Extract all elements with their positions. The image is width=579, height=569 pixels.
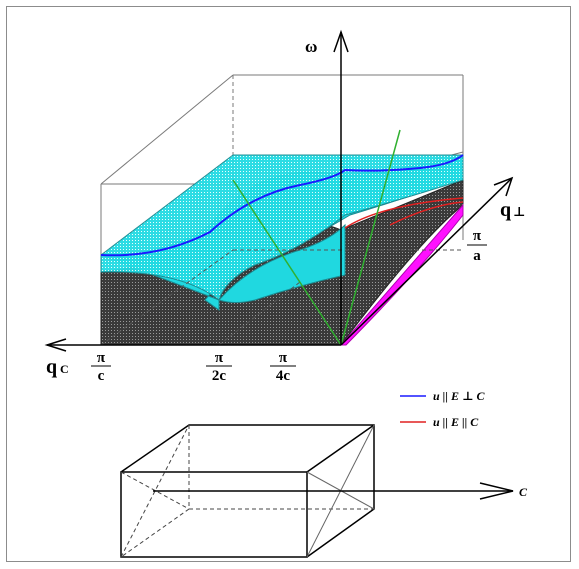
legend-item-red: u || E || C — [400, 415, 479, 429]
svg-text:4c: 4c — [276, 368, 291, 384]
svg-text:a: a — [473, 248, 481, 264]
c-axis-arrow — [153, 483, 513, 499]
qc-label-sub: C — [60, 362, 69, 376]
tick-pi-over-4c: π 4c — [270, 350, 296, 384]
svg-text:u || E || C: u || E || C — [433, 415, 479, 429]
legend: u || E ⊥ C u || E || C — [400, 389, 485, 429]
svg-text:2c: 2c — [212, 368, 227, 384]
tick-pi-over-c: π c — [91, 350, 111, 384]
svg-text:c: c — [98, 368, 105, 384]
svg-text:π: π — [473, 228, 482, 244]
qperp-label-main: q — [500, 199, 511, 221]
legend-item-blue: u || E ⊥ C — [400, 389, 485, 403]
omega-label: ω — [305, 37, 317, 56]
qperp-label-sub: ⊥ — [513, 204, 525, 219]
svg-text:u || E ⊥ C: u || E ⊥ C — [433, 389, 485, 403]
qc-label-main: q — [46, 356, 57, 378]
tick-pi-over-2c: π 2c — [206, 350, 232, 384]
svg-text:π: π — [97, 350, 106, 366]
tick-pi-over-a: π a — [467, 228, 487, 264]
svg-text:π: π — [215, 350, 224, 366]
c-axis-label: C — [519, 485, 528, 499]
svg-text:π: π — [279, 350, 288, 366]
